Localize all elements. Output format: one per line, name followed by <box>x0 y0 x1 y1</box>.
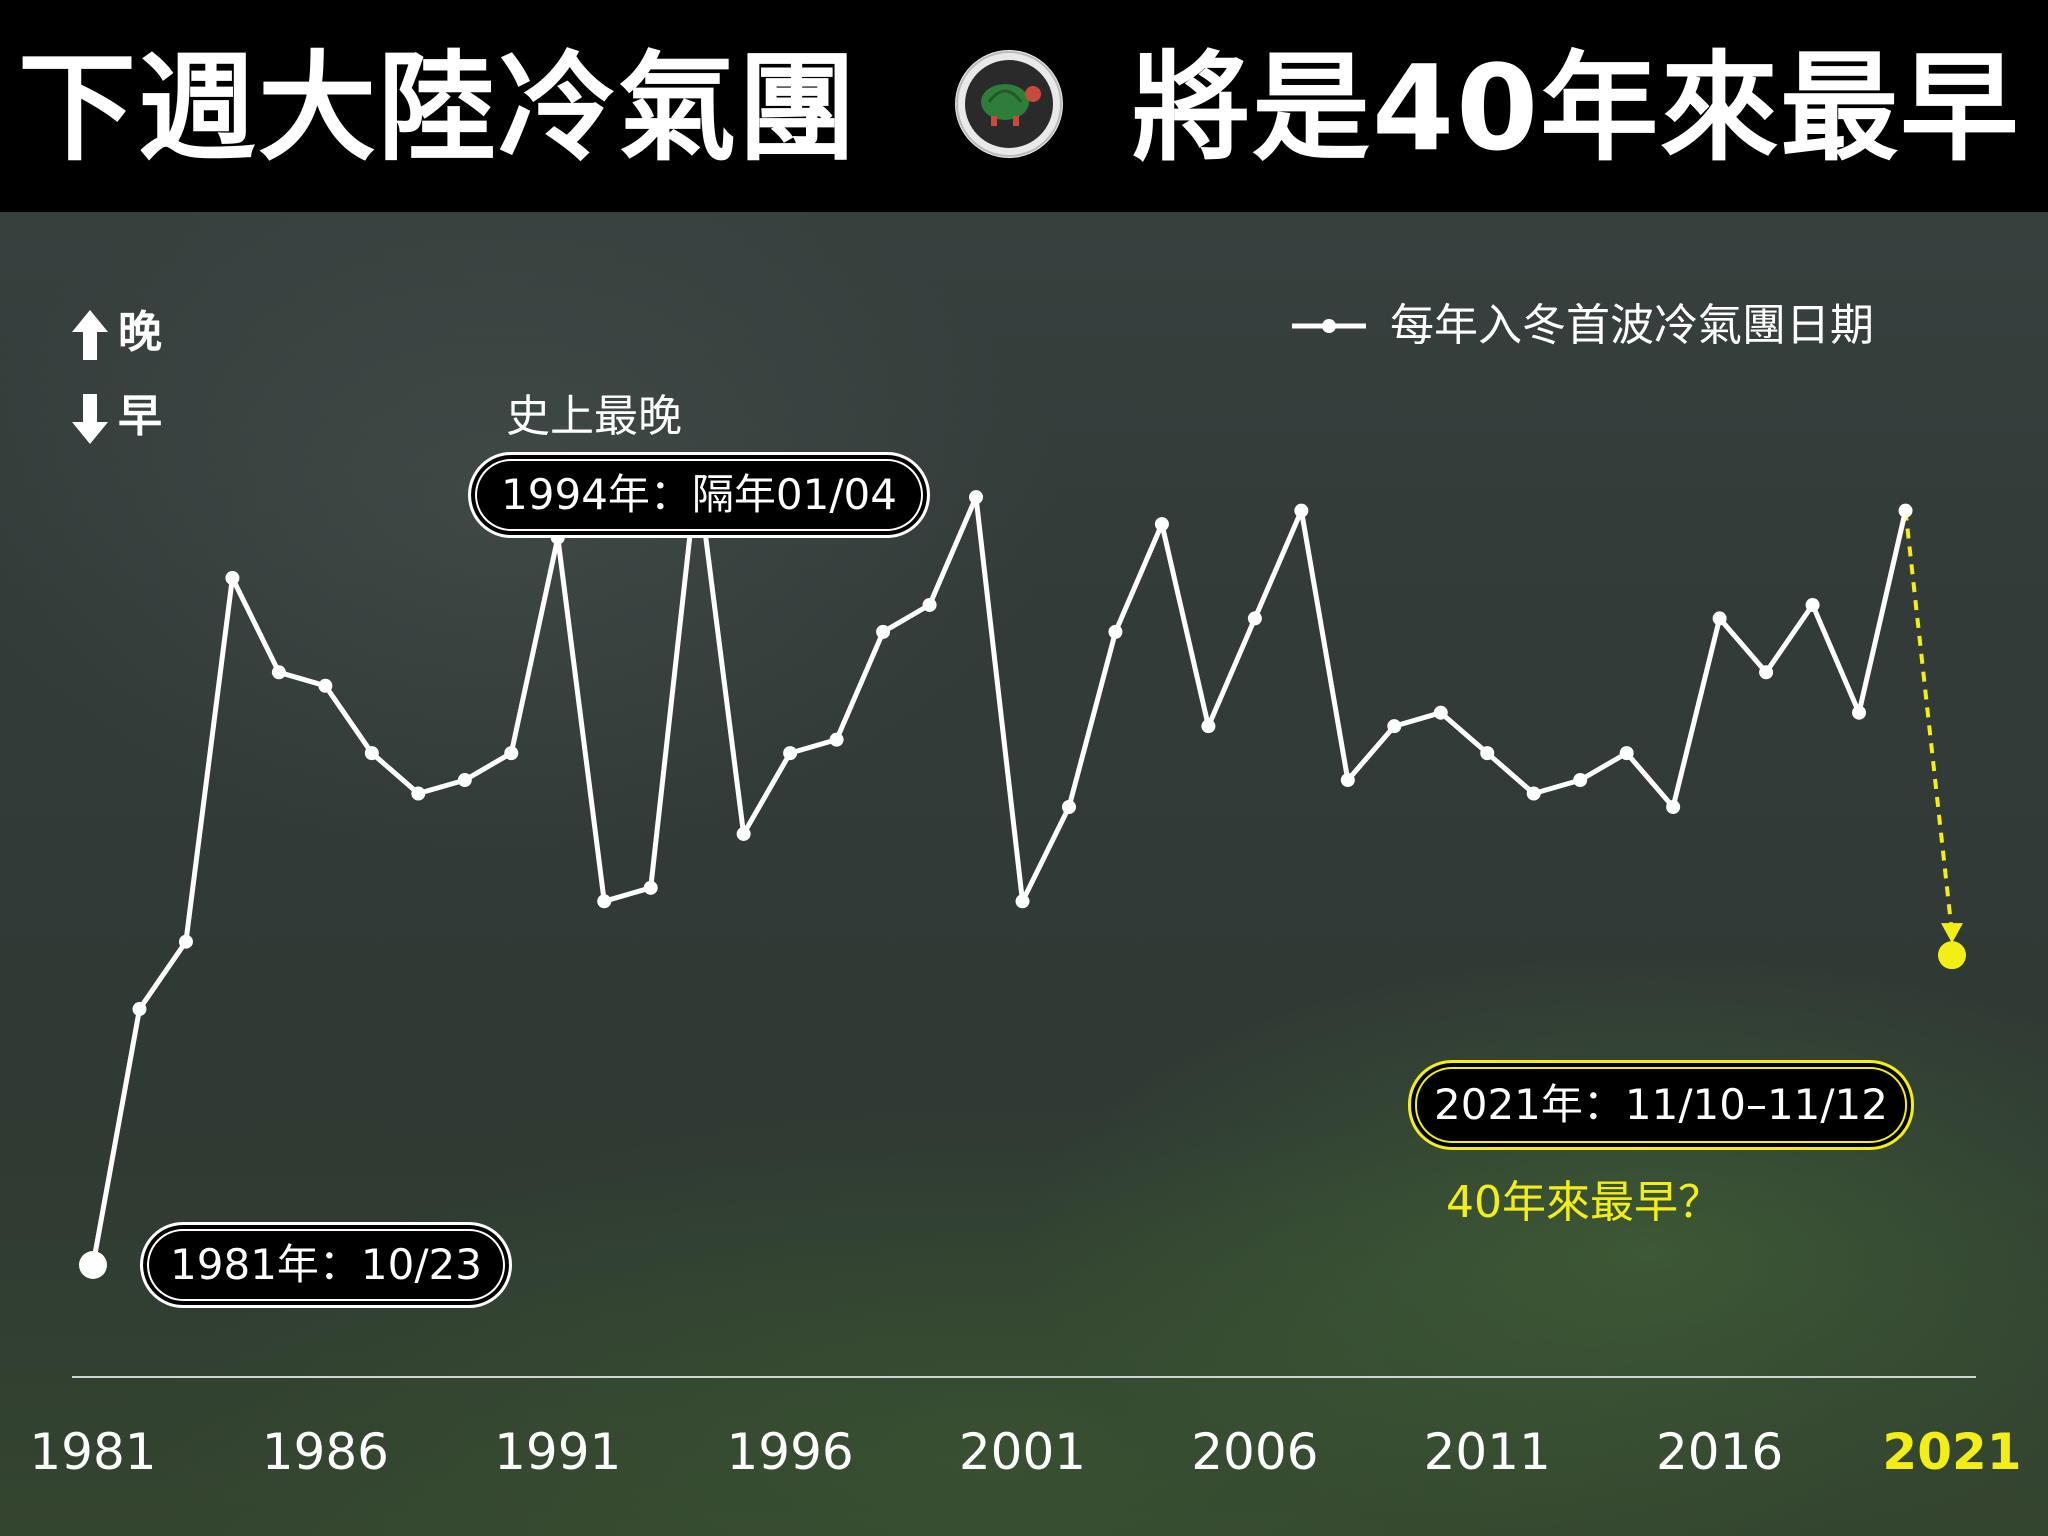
data-point-2004 <box>1154 517 1169 532</box>
callout-2021: 2021年：11/10–11/12 <box>1408 1060 1914 1150</box>
data-point-2008 <box>1340 773 1355 788</box>
data-point-1987 <box>364 746 379 761</box>
turtle-logo-icon <box>955 50 1063 158</box>
earlier-indicator: 早 <box>70 380 162 446</box>
data-point-2007 <box>1294 503 1309 518</box>
data-point-1988 <box>411 786 426 801</box>
title-bar: 下週大陸冷氣團 將是40年來最早 <box>0 0 2048 212</box>
x-tick-label-1991: 1991 <box>494 1423 622 1481</box>
data-point-2012 <box>1526 786 1541 801</box>
data-point-2021 <box>1938 941 1966 970</box>
data-point-2003 <box>1108 624 1123 639</box>
data-point-2017 <box>1759 665 1774 680</box>
data-point-1999 <box>922 597 937 612</box>
data-point-2013 <box>1573 773 1588 788</box>
x-tick-label-2001: 2001 <box>958 1423 1087 1481</box>
data-point-2015 <box>1666 800 1681 814</box>
data-point-2000 <box>969 490 984 505</box>
data-point-2016 <box>1712 611 1727 626</box>
later-indicator: 晚 <box>70 296 162 362</box>
legend-label: 每年入冬首波冷氣團日期 <box>1390 300 1874 351</box>
arrow-up-icon <box>72 310 108 360</box>
data-point-1983 <box>178 934 193 949</box>
data-point-2006 <box>1247 611 1262 626</box>
callout-1981: 1981年：10/23 <box>140 1222 512 1308</box>
data-point-2019 <box>1852 705 1867 720</box>
later-label: 晚 <box>118 307 162 358</box>
data-point-1996 <box>783 746 798 761</box>
projection-arrowhead <box>1941 923 1963 944</box>
page-title-left: 下週大陸冷氣團 <box>18 39 859 177</box>
chart-legend: 每年入冬首波冷氣團日期 <box>1290 296 1874 356</box>
data-point-1997 <box>829 732 844 747</box>
data-point-1998 <box>876 624 891 639</box>
data-point-1992 <box>597 894 612 909</box>
data-point-1982 <box>132 1002 147 1017</box>
data-point-1989 <box>457 773 472 788</box>
earliest-note: 40年來最早？ <box>1446 1177 1722 1228</box>
data-point-1981 <box>79 1251 107 1279</box>
earlier-label: 早 <box>118 391 162 442</box>
x-tick-label-1996: 1996 <box>726 1423 854 1481</box>
latest-note: 史上最晚 <box>506 391 682 442</box>
arrow-down-icon <box>72 394 108 444</box>
callout-1994: 1994年：隔年01/04 <box>468 452 930 538</box>
x-tick-label-2016: 2016 <box>1656 1423 1784 1481</box>
page-title-right: 將是40年來最早 <box>1132 39 2021 177</box>
data-point-2010 <box>1433 705 1448 720</box>
data-point-1986 <box>318 678 333 693</box>
data-point-1993 <box>643 880 658 895</box>
projection-line <box>1903 510 1954 934</box>
data-point-2011 <box>1480 746 1495 761</box>
x-tick-label-1986: 1986 <box>261 1423 389 1481</box>
data-point-1984 <box>225 571 240 585</box>
data-point-2001 <box>1015 894 1030 909</box>
data-point-1985 <box>271 665 286 680</box>
legend-line-swatch <box>1292 319 1366 333</box>
data-point-2018 <box>1805 597 1820 612</box>
x-tick-label-2021: 2021 <box>1882 1423 2022 1481</box>
data-point-2002 <box>1061 800 1076 814</box>
x-tick-label-2006: 2006 <box>1191 1423 1319 1481</box>
data-point-2009 <box>1387 719 1402 734</box>
x-tick-label-2011: 2011 <box>1423 1423 1551 1481</box>
x-axis-line <box>72 1376 1976 1378</box>
data-point-2005 <box>1201 719 1216 734</box>
series-line <box>90 467 1908 1266</box>
x-tick-label-1981: 1981 <box>29 1423 157 1481</box>
data-point-2020 <box>1898 503 1913 518</box>
data-point-1995 <box>736 826 751 841</box>
data-point-1990 <box>504 746 519 761</box>
data-point-2014 <box>1619 746 1634 761</box>
